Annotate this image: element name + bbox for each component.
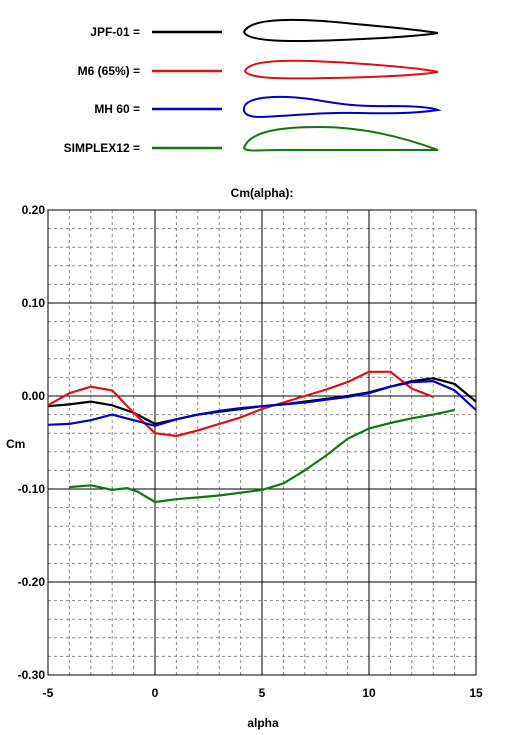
series-line-m6-65 [47,370,434,438]
x-axis-label: alpha [247,716,279,730]
x-tick-label: 5 [259,686,266,700]
airfoil-outline-jpf-01 [242,18,439,43]
legend-label-jpf-01: JPF-01 = [90,25,140,39]
y-tick-label: 0.20 [22,203,46,217]
y-tick-label: 0.10 [22,296,46,310]
y-tick-label: 0.00 [22,389,46,403]
x-tick-label: 0 [152,686,159,700]
airfoil-outline-m6-65 [243,59,439,80]
chart-title: Cm(alpha): [231,186,294,200]
y-tick-label: -0.30 [18,668,46,682]
legend-label-simplex12: SIMPLEX12 = [64,141,140,155]
legend-label-m6-65: M6 (65%) = [78,64,140,78]
x-tick-label: -5 [43,686,54,700]
y-axis-label: Cm [6,437,25,451]
series-line-mh-60 [47,380,477,427]
series-line-simplex12 [69,408,455,504]
airfoil-outline-mh-60 [242,95,442,119]
plot-area: -5 0 5 10 15 0.20 0.10 0.00 -0.10 -0.20 -0.30 [18,203,483,700]
x-tick-label: 15 [469,686,483,700]
plot-frame [47,209,477,676]
y-tick-label: -0.20 [18,575,46,589]
airfoil-outline-simplex12 [242,125,439,152]
x-tick-label: 10 [362,686,376,700]
legend: JPF-01 = M6 (65%) = MH 60 = SIMPLEX12 = [64,18,442,155]
y-tick-label: -0.10 [18,482,46,496]
legend-label-mh-60: MH 60 = [94,102,140,116]
